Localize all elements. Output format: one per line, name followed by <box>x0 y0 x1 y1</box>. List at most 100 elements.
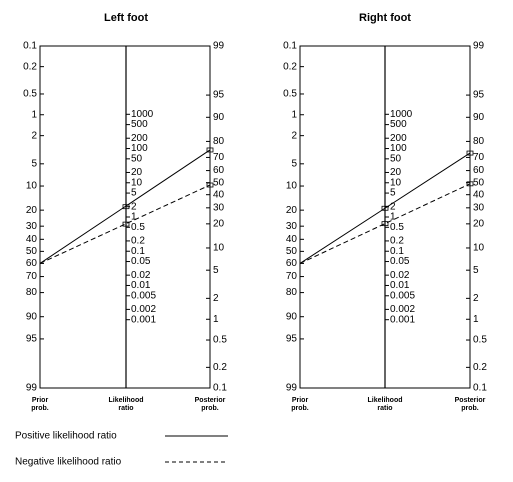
posterior-tick-label: 2 <box>473 293 479 304</box>
prior-tick-label: 95 <box>286 334 298 345</box>
prior-tick-label: 50 <box>286 246 298 257</box>
axis-label: ratio <box>118 405 133 412</box>
posterior-tick-label: 0.1 <box>473 383 487 394</box>
posterior-tick-label: 30 <box>473 202 485 213</box>
prior-tick-label: 80 <box>286 287 298 298</box>
legend-label: Negative likelihood ratio <box>15 457 122 468</box>
prior-tick-label: 30 <box>26 221 38 232</box>
prior-tick-label: 90 <box>286 311 298 322</box>
lr-tick-label: 500 <box>390 119 407 130</box>
lr-tick-label: 500 <box>131 119 148 130</box>
prior-tick-label: 1 <box>291 109 297 120</box>
posterior-marker <box>466 150 474 156</box>
posterior-tick-label: 30 <box>213 202 225 213</box>
prior-tick-label: 90 <box>26 311 38 322</box>
lr-tick-label: 2 <box>131 201 137 212</box>
lr-marker <box>122 221 130 227</box>
ratio-line <box>299 183 471 264</box>
lr-tick-label: 0.02 <box>131 270 151 281</box>
posterior-tick-label: 95 <box>473 90 485 101</box>
prior-tick-label: 70 <box>26 271 38 282</box>
posterior-tick-label: 10 <box>213 243 225 254</box>
lr-tick-label: 20 <box>131 167 143 178</box>
lr-tick-label: 5 <box>131 188 137 199</box>
prior-tick-label: 0.2 <box>23 61 37 72</box>
lr-tick-label: 0.2 <box>390 236 404 247</box>
lr-tick-label: 1 <box>131 212 137 223</box>
panel-title: Right foot <box>359 12 411 24</box>
lr-tick-label: 2 <box>390 201 396 212</box>
prior-tick-label: 50 <box>26 246 38 257</box>
lr-tick-label: 5 <box>390 188 396 199</box>
prior-tick-label: 10 <box>286 181 298 192</box>
posterior-tick-label: 80 <box>473 136 485 147</box>
posterior-tick-label: 80 <box>213 136 225 147</box>
prior-tick-label: 0.5 <box>283 89 297 100</box>
posterior-tick-label: 20 <box>473 218 485 229</box>
posterior-tick-label: 2 <box>213 293 219 304</box>
posterior-tick-label: 0.5 <box>473 335 487 346</box>
lr-tick-label: 20 <box>390 167 402 178</box>
posterior-tick-label: 70 <box>473 152 485 163</box>
axis-label: prob. <box>31 405 49 412</box>
lr-tick-label: 200 <box>131 133 148 144</box>
panel-frame <box>39 45 211 389</box>
posterior-tick-label: 1 <box>473 314 479 325</box>
axis-label: prob. <box>461 405 479 412</box>
prior-tick-label: 0.1 <box>283 41 297 52</box>
lr-tick-label: 0.005 <box>131 290 156 301</box>
prior-tick-label: 1 <box>31 109 37 120</box>
lr-tick-label: 0.005 <box>390 290 415 301</box>
lr-tick-label: 0.001 <box>131 314 156 325</box>
prior-tick-label: 0.5 <box>23 89 37 100</box>
posterior-tick-label: 10 <box>473 243 485 254</box>
prior-tick-label: 5 <box>291 158 297 169</box>
posterior-tick-label: 60 <box>213 165 225 176</box>
posterior-tick-label: 99 <box>473 41 485 52</box>
lr-tick-label: 0.5 <box>131 222 145 233</box>
posterior-tick-label: 90 <box>213 112 225 123</box>
axis-label: Likelihood <box>109 397 144 404</box>
prior-tick-label: 20 <box>26 205 38 216</box>
axis-label: prob. <box>201 405 219 412</box>
prior-tick-label: 30 <box>286 221 298 232</box>
lr-tick-label: 0.02 <box>390 270 410 281</box>
posterior-tick-label: 60 <box>473 165 485 176</box>
posterior-marker <box>206 182 214 188</box>
lr-marker <box>381 205 389 211</box>
ratio-line <box>39 149 211 264</box>
posterior-tick-label: 5 <box>213 265 219 276</box>
lr-tick-label: 0.001 <box>390 314 415 325</box>
prior-tick-label: 2 <box>291 130 297 141</box>
prior-tick-label: 80 <box>26 287 38 298</box>
prior-tick-label: 70 <box>286 271 298 282</box>
axis-label: Posterior <box>455 397 486 404</box>
posterior-tick-label: 95 <box>213 90 225 101</box>
lr-tick-label: 10 <box>131 177 143 188</box>
prior-tick-label: 0.2 <box>283 61 297 72</box>
lr-tick-label: 0.2 <box>131 236 145 247</box>
lr-tick-label: 1000 <box>390 109 413 120</box>
posterior-tick-label: 0.5 <box>213 335 227 346</box>
lr-tick-label: 0.05 <box>131 256 151 267</box>
lr-tick-label: 0.01 <box>131 280 151 291</box>
axis-label: Prior <box>292 397 309 404</box>
ratio-line <box>299 152 471 264</box>
panel-title: Left foot <box>104 12 148 24</box>
prior-tick-label: 60 <box>26 258 38 269</box>
posterior-marker <box>206 147 214 153</box>
posterior-tick-label: 40 <box>473 189 485 200</box>
lr-marker <box>122 204 130 210</box>
axis-label: Likelihood <box>368 397 403 404</box>
posterior-tick-label: 5 <box>473 265 479 276</box>
lr-tick-label: 100 <box>390 143 407 154</box>
lr-tick-label: 0.05 <box>390 256 410 267</box>
prior-tick-label: 20 <box>286 205 298 216</box>
prior-tick-label: 2 <box>31 130 37 141</box>
axis-label: Posterior <box>195 397 226 404</box>
prior-tick-label: 40 <box>286 234 298 245</box>
posterior-tick-label: 0.2 <box>213 362 227 373</box>
axis-label: prob. <box>291 405 309 412</box>
posterior-marker <box>466 181 474 187</box>
